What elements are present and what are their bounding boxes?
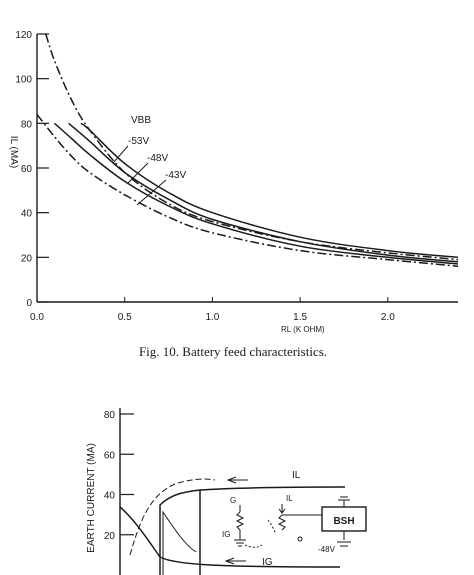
chart2-y-tick-label: 20 — [104, 531, 116, 542]
chart1-x-tick-label: 2.0 — [381, 312, 395, 323]
leader-53v — [112, 145, 129, 164]
bsh-label: BSH — [333, 516, 354, 527]
chart1-y-tick-label: 80 — [21, 119, 33, 130]
chart1-y-tick-label: 60 — [21, 164, 33, 175]
circuit-ig-label: IG — [222, 530, 230, 539]
battery-symbol — [337, 541, 351, 547]
earth-decay-curve — [119, 506, 341, 568]
earth-current-chart: 20 40 60 80 EARTH CURRENT (MA) IL IG G IG I… — [86, 408, 367, 575]
circuit-g-resistor — [235, 511, 245, 540]
chart1-x-tick-label: 1.0 — [205, 312, 219, 323]
chart1-x-ticks: 0.0 0.5 1.0 1.5 2.0 — [30, 297, 395, 323]
chart1-y-tick-label: 40 — [21, 209, 33, 220]
leader-43v — [136, 179, 167, 206]
circuit-node — [297, 536, 303, 542]
ig-arrow — [224, 557, 246, 565]
circuit-ig-arrow — [244, 544, 263, 548]
circuit-il-arrow — [278, 504, 286, 514]
chart2-y-tick-label: 40 — [104, 491, 116, 502]
legend-title: VBB — [131, 115, 151, 126]
circuit-ground-2 — [338, 496, 350, 501]
leader-48v — [127, 162, 149, 184]
il-curve — [199, 486, 346, 491]
il-label: IL — [292, 470, 301, 481]
series-label-48v: -48V — [147, 153, 168, 164]
chart1-y-ticks: 0 20 40 60 80 100 120 — [15, 30, 49, 309]
circuit-il-label: IL — [286, 494, 293, 503]
chart1-y-tick-label: 100 — [15, 75, 32, 86]
chart1-x-tick-label: 0.0 — [30, 312, 44, 323]
chart1-y-tick-label: 20 — [21, 253, 33, 264]
chart2-y-tick-label: 60 — [104, 450, 116, 461]
chart1-y-axis-label: IL (MA) — [8, 136, 19, 168]
circuit-ground-1 — [234, 539, 246, 547]
chart1-y-tick-label: 0 — [26, 298, 32, 309]
il-arrow — [226, 476, 248, 484]
chart1-x-axis-label: RL (K OHM) — [281, 325, 325, 334]
chart1-x-tick-label: 0.5 — [118, 312, 132, 323]
earth-pulse-inner — [162, 510, 197, 575]
chart1-series — [36, 33, 459, 268]
chart1-series-line-0 — [45, 33, 459, 261]
voltage-label: -48V — [318, 545, 336, 554]
chart1-caption: Fig. 10. Battery feed characteristics. — [139, 344, 327, 359]
chart2-y-axis-label: EARTH CURRENT (MA) — [86, 443, 97, 553]
legend-title-text: VBB — [131, 115, 151, 126]
series-label-43v: -43V — [165, 170, 186, 181]
chart1-series-line-1 — [80, 122, 459, 259]
chart2-y-ticks: 20 40 60 80 — [104, 410, 134, 542]
chart1-y-tick-label: 120 — [15, 30, 32, 41]
circuit-resistor-2 — [277, 514, 287, 531]
chart1-series-line-3 — [54, 122, 459, 265]
circuit-g-label: G — [230, 496, 236, 505]
ig-label: IG — [262, 557, 273, 568]
chart2-y-tick-label: 80 — [104, 410, 116, 421]
circuit-switch-arrow — [267, 519, 277, 535]
chart1-series-line-4 — [36, 113, 459, 268]
earth-pulse-outline — [159, 489, 201, 575]
chart1-x-tick-label: 1.5 — [293, 312, 307, 323]
chart1-series-line-2 — [68, 122, 459, 263]
series-label-53v: -53V — [128, 136, 149, 147]
circuit-diagram: G IG IL BSH -48V — [222, 494, 367, 554]
il-dashed-curve — [129, 478, 216, 556]
